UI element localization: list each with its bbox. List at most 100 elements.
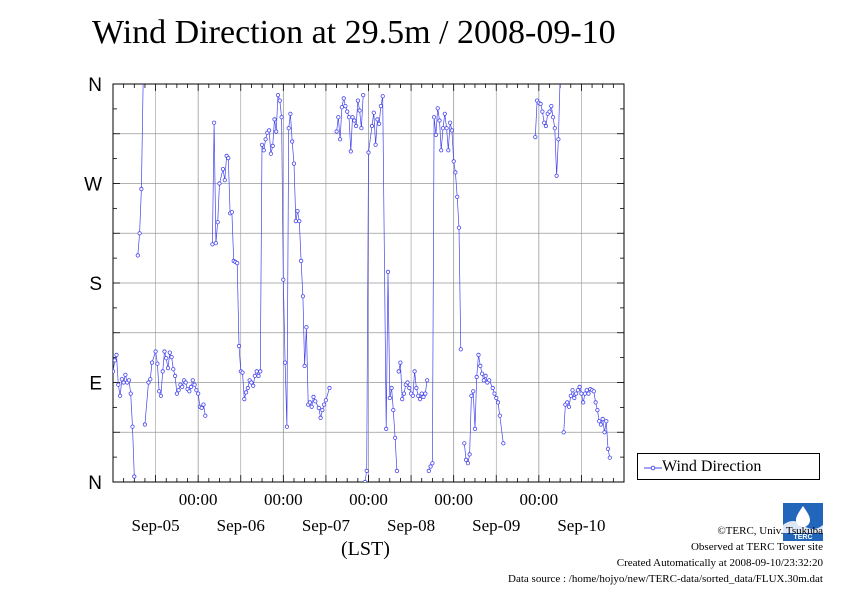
data-point xyxy=(384,426,389,431)
data-point xyxy=(348,149,353,154)
data-point xyxy=(577,384,582,389)
x-tick-label-date: Sep-07 xyxy=(302,516,351,535)
data-point xyxy=(336,115,341,120)
legend: Wind Direction xyxy=(637,453,820,480)
data-point xyxy=(428,464,433,469)
data-point xyxy=(453,170,458,175)
data-point xyxy=(474,374,479,380)
logo-text: TERC xyxy=(793,534,812,541)
data-point xyxy=(277,98,282,103)
data-point xyxy=(600,416,605,422)
data-point xyxy=(249,380,254,385)
data-point xyxy=(471,389,476,394)
y-tick-label: W xyxy=(84,175,102,196)
data-point xyxy=(353,123,359,129)
data-point xyxy=(424,378,430,383)
data-point xyxy=(455,194,460,199)
series-group xyxy=(113,77,612,482)
series-line xyxy=(428,108,462,472)
data-point xyxy=(199,405,204,410)
data-point xyxy=(352,118,357,123)
data-point xyxy=(132,474,137,479)
data-point xyxy=(421,394,426,399)
data-point xyxy=(417,396,423,402)
data-point xyxy=(467,452,472,457)
data-point xyxy=(114,352,119,357)
data-point xyxy=(137,231,142,236)
data-point xyxy=(494,395,499,401)
x-tick-label-time: 00:00 xyxy=(264,490,303,509)
data-point xyxy=(543,123,549,129)
data-point xyxy=(242,396,247,402)
data-point xyxy=(391,407,396,413)
data-point xyxy=(311,394,316,399)
data-point xyxy=(343,104,348,109)
data-point xyxy=(123,372,128,377)
data-point xyxy=(398,360,403,365)
data-point xyxy=(309,404,314,409)
data-point xyxy=(579,391,584,396)
data-point xyxy=(281,277,286,282)
data-point xyxy=(220,167,226,172)
data-point xyxy=(573,391,579,396)
data-point xyxy=(298,258,304,263)
data-point xyxy=(437,118,442,123)
data-point xyxy=(407,385,412,391)
data-point xyxy=(164,356,169,361)
data-point xyxy=(274,129,279,134)
data-point xyxy=(121,380,126,385)
series-line xyxy=(212,94,330,427)
data-point xyxy=(598,422,604,427)
data-point xyxy=(245,385,250,391)
data-point xyxy=(359,126,364,131)
data-point xyxy=(313,399,318,404)
data-point xyxy=(547,109,552,114)
source-text: Data source : /home/hojyo/new/TERC-data/… xyxy=(508,573,823,585)
data-point xyxy=(440,126,446,131)
data-point xyxy=(355,98,360,103)
series-wind-direction xyxy=(113,77,612,482)
data-point xyxy=(337,137,343,142)
data-point xyxy=(385,269,391,274)
series-line xyxy=(113,354,135,477)
x-tick-label-date: Sep-09 xyxy=(472,516,520,535)
x-tick-label-date: Sep-05 xyxy=(131,516,179,535)
data-point xyxy=(196,391,201,396)
data-point xyxy=(423,391,428,396)
data-point xyxy=(339,105,344,110)
x-axis-label: (LST) xyxy=(341,538,390,560)
data-point xyxy=(190,378,195,383)
data-point xyxy=(389,385,394,391)
data-point xyxy=(130,424,135,429)
y-tick-label: N xyxy=(88,473,102,494)
data-point xyxy=(323,398,328,403)
x-tick-label-date: Sep-08 xyxy=(387,516,435,535)
data-point xyxy=(270,143,275,148)
data-point xyxy=(380,94,385,99)
data-point xyxy=(327,385,332,391)
x-tick-label-time: 00:00 xyxy=(519,490,558,509)
x-tick-label-date: Sep-06 xyxy=(217,516,265,535)
data-point xyxy=(213,241,218,246)
data-point xyxy=(316,405,321,410)
data-point xyxy=(350,115,355,120)
data-point xyxy=(538,101,543,107)
data-point xyxy=(244,390,249,395)
y-tick-labels: N E S W N xyxy=(84,75,102,494)
data-point xyxy=(501,441,506,446)
data-point xyxy=(558,77,561,80)
data-point xyxy=(462,441,467,446)
data-point xyxy=(373,142,378,147)
data-point xyxy=(304,325,309,330)
data-point xyxy=(361,93,366,98)
data-point xyxy=(210,242,215,247)
data-point xyxy=(582,391,588,396)
data-point xyxy=(400,396,405,402)
data-point xyxy=(566,404,572,409)
data-point xyxy=(405,380,410,385)
data-point xyxy=(433,132,438,137)
data-point xyxy=(226,156,231,161)
data-point xyxy=(272,117,277,122)
data-point xyxy=(321,402,327,407)
